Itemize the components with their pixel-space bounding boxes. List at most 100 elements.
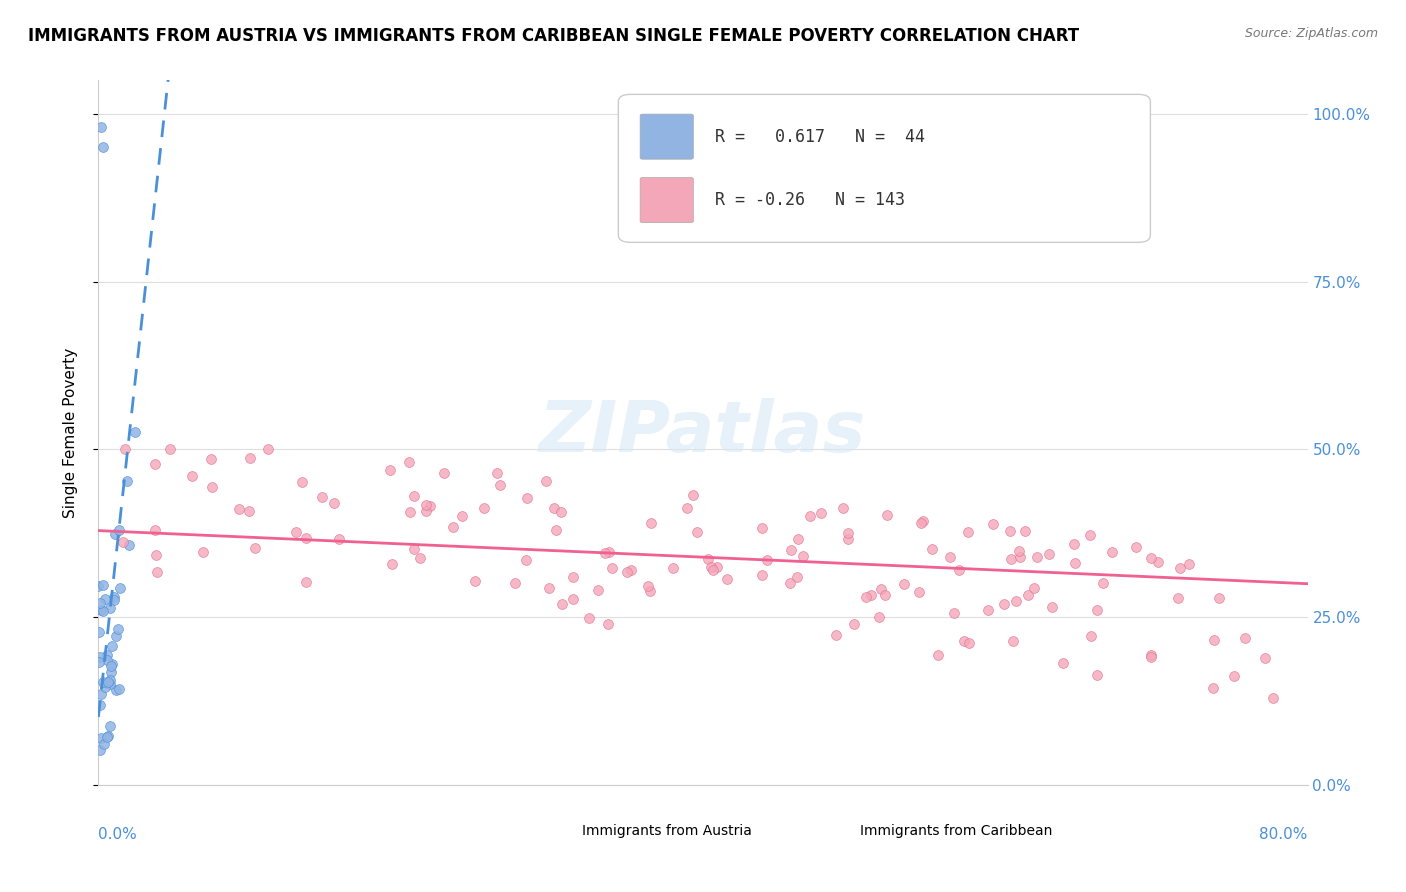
Point [402,541,425,556]
Point [907,585,929,599]
Point [93,737,115,751]
Point [957,524,980,539]
Point [87,579,110,593]
Point [108,682,131,697]
Point [450,508,472,523]
Point [96,676,118,690]
Point [94,592,117,607]
Point [780,543,803,558]
Point [103,590,125,604]
Point [107,622,129,636]
Point [586,582,609,597]
Point [284,524,307,539]
Point [117,538,139,552]
FancyBboxPatch shape [640,178,693,223]
Point [145,565,167,579]
Point [228,501,250,516]
Text: R =   0.617   N =  44: R = 0.617 N = 44 [716,128,925,145]
Point [799,508,821,523]
Point [1263,690,1285,705]
Point [1140,648,1163,662]
Point [96,648,118,662]
Point [939,550,962,565]
Point [1208,591,1230,606]
Point [640,516,662,531]
Point [993,598,1015,612]
Point [756,552,779,566]
Point [409,551,432,566]
Point [100,665,122,680]
Text: 80.0%: 80.0% [1260,827,1308,842]
Point [824,628,846,642]
Point [921,542,943,557]
Point [89,649,111,664]
Point [1002,634,1025,648]
FancyBboxPatch shape [519,815,572,847]
Point [98,719,121,733]
Point [515,553,537,567]
Point [953,634,976,648]
Point [200,451,222,466]
Point [89,698,111,712]
Point [311,491,333,505]
Point [464,574,486,588]
Point [700,560,723,574]
Point [1168,561,1191,575]
Point [98,601,121,615]
Point [696,552,718,566]
Point [616,566,638,580]
Point [637,579,659,593]
Point [751,521,773,535]
Point [108,581,131,595]
Point [111,535,134,549]
Point [844,617,866,632]
Point [91,675,114,690]
Point [598,545,620,559]
Point [97,729,120,743]
Point [537,581,560,595]
Point [94,681,117,695]
Text: IMMIGRANTS FROM AUSTRIA VS IMMIGRANTS FROM CARIBBEAN SINGLE FEMALE POVERTY CORRE: IMMIGRANTS FROM AUSTRIA VS IMMIGRANTS FR… [28,27,1080,45]
Point [1008,544,1031,558]
Point [193,545,215,559]
Point [415,504,437,518]
FancyBboxPatch shape [640,114,693,159]
Point [101,640,124,654]
Point [516,491,538,505]
Point [837,532,859,546]
Point [117,474,139,488]
Point [562,592,585,607]
Point [792,549,814,563]
Point [1167,591,1189,605]
Point [90,687,112,701]
Point [534,474,557,488]
Point [977,603,1000,617]
Point [402,489,425,503]
Point [1085,603,1108,617]
Point [662,561,685,575]
Point [104,526,127,541]
Point [1101,545,1123,559]
Point [706,560,728,574]
Point [562,570,585,584]
Point [911,514,934,528]
Point [638,584,661,599]
Point [90,120,112,135]
Point [96,653,118,667]
Point [716,572,738,586]
Point [787,533,810,547]
Point [419,499,441,513]
Point [873,588,896,602]
Point [257,442,280,457]
Point [1026,549,1049,564]
Point [91,604,114,618]
Point [1139,550,1161,565]
Text: 0.0%: 0.0% [98,827,138,842]
Point [859,588,882,602]
Text: Source: ZipAtlas.com: Source: ZipAtlas.com [1244,27,1378,40]
Point [295,574,318,589]
Point [98,677,121,691]
Point [89,742,111,756]
Point [90,603,112,617]
Point [686,524,709,539]
